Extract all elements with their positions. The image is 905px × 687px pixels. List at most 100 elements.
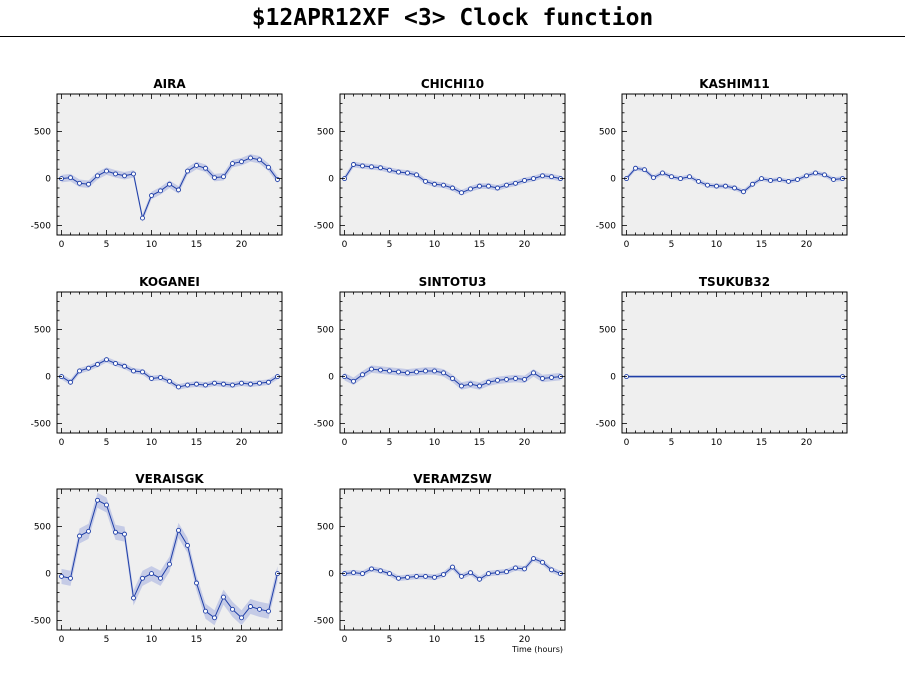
- error-band: [61, 154, 278, 222]
- data-point: [831, 177, 836, 182]
- y-tick-label: 0: [610, 175, 616, 185]
- data-point: [77, 180, 82, 186]
- data-point: [732, 185, 737, 191]
- data-point: [396, 369, 401, 375]
- data-point: [131, 595, 136, 601]
- y-tick-label: 0: [45, 373, 51, 383]
- plot-area: [340, 94, 565, 235]
- x-tick-label: 15: [474, 635, 485, 645]
- y-tick-label: 500: [599, 326, 616, 336]
- data-point: [95, 173, 100, 179]
- plot-area: [340, 489, 565, 630]
- data-point: [149, 193, 154, 198]
- data-point: [122, 173, 127, 179]
- data-point: [522, 376, 527, 382]
- x-axis-label: Time (hours): [511, 645, 563, 654]
- data-point: [104, 168, 109, 174]
- data-point: [387, 571, 392, 577]
- data-point: [441, 572, 446, 577]
- data-point: [423, 178, 428, 184]
- data-point: [95, 361, 100, 367]
- x-tick-label: 5: [387, 438, 393, 448]
- data-point: [786, 178, 791, 184]
- data-point: [104, 357, 109, 363]
- data-point: [513, 565, 518, 571]
- chart-title: VERAISGK: [135, 472, 204, 486]
- x-tick-label: 20: [519, 240, 531, 250]
- x-tick-label: 10: [429, 635, 441, 645]
- y-tick-label: 500: [317, 128, 334, 138]
- y-tick-label: 500: [34, 523, 51, 533]
- data-point: [86, 181, 91, 187]
- data-point: [68, 575, 73, 581]
- x-tick-label: 0: [342, 635, 348, 645]
- data-point: [432, 181, 437, 187]
- chart-title: SINTOTU3: [419, 275, 487, 289]
- x-tick-label: 10: [711, 438, 723, 448]
- data-point: [167, 378, 172, 384]
- data-point: [423, 573, 428, 579]
- data-point: [275, 177, 280, 182]
- data-point: [549, 375, 554, 380]
- y-tick-label: -500: [314, 420, 335, 430]
- data-point: [522, 178, 527, 183]
- data-point: [176, 384, 181, 390]
- plot-area: [622, 94, 847, 235]
- data-point: [369, 164, 374, 170]
- data-point: [486, 379, 491, 385]
- data-point: [104, 502, 109, 508]
- data-point: [405, 370, 410, 376]
- data-point: [540, 173, 545, 179]
- data-point: [230, 606, 235, 612]
- data-point: [633, 165, 638, 171]
- data-point: [642, 167, 647, 173]
- data-point: [378, 367, 383, 373]
- data-point: [113, 171, 118, 177]
- data-point: [696, 178, 701, 184]
- error-band: [61, 492, 278, 626]
- data-point: [504, 376, 509, 382]
- data-point: [651, 175, 656, 181]
- data-point: [257, 380, 262, 386]
- data-point: [450, 376, 455, 381]
- chart-title: VERAMZSW: [413, 472, 492, 486]
- data-point: [122, 531, 127, 537]
- data-point: [203, 608, 208, 614]
- y-tick-label: 0: [328, 373, 334, 383]
- data-point: [405, 574, 410, 580]
- x-tick-label: 15: [474, 240, 485, 250]
- data-point: [549, 174, 554, 180]
- data-point: [495, 377, 500, 383]
- x-tick-label: 0: [59, 240, 65, 250]
- data-point: [59, 573, 64, 579]
- data-point: [369, 366, 374, 372]
- data-point: [750, 181, 755, 187]
- x-tick-label: 10: [711, 240, 723, 250]
- data-point: [378, 568, 383, 574]
- chart-panel-chichi10: CHICHI10 0 5 10 15 20 -500 0 500: [314, 77, 566, 250]
- data-point: [203, 382, 208, 388]
- data-point: [450, 185, 455, 191]
- data-point: [95, 497, 100, 503]
- data-point: [387, 167, 392, 173]
- page-title: $12APR12XF <3> Clock function: [251, 5, 654, 31]
- data-point: [669, 174, 674, 180]
- x-tick-label: 10: [146, 635, 158, 645]
- x-tick-label: 15: [756, 240, 767, 250]
- data-point: [230, 161, 235, 167]
- data-point: [822, 172, 827, 178]
- data-point: [140, 369, 145, 375]
- data-point: [414, 172, 419, 178]
- x-tick-label: 15: [191, 438, 202, 448]
- chart-panel-kashim11: KASHIM11 0 5 10 15 20 -500 0 500: [596, 77, 848, 250]
- x-tick-label: 15: [191, 240, 202, 250]
- data-point: [185, 382, 190, 388]
- x-tick-label: 10: [146, 438, 158, 448]
- data-point: [212, 175, 217, 181]
- data-point: [477, 576, 482, 582]
- data-point: [741, 189, 746, 195]
- x-tick-label: 0: [59, 438, 65, 448]
- x-tick-label: 5: [387, 240, 393, 250]
- data-point: [248, 155, 253, 161]
- data-point: [176, 527, 181, 533]
